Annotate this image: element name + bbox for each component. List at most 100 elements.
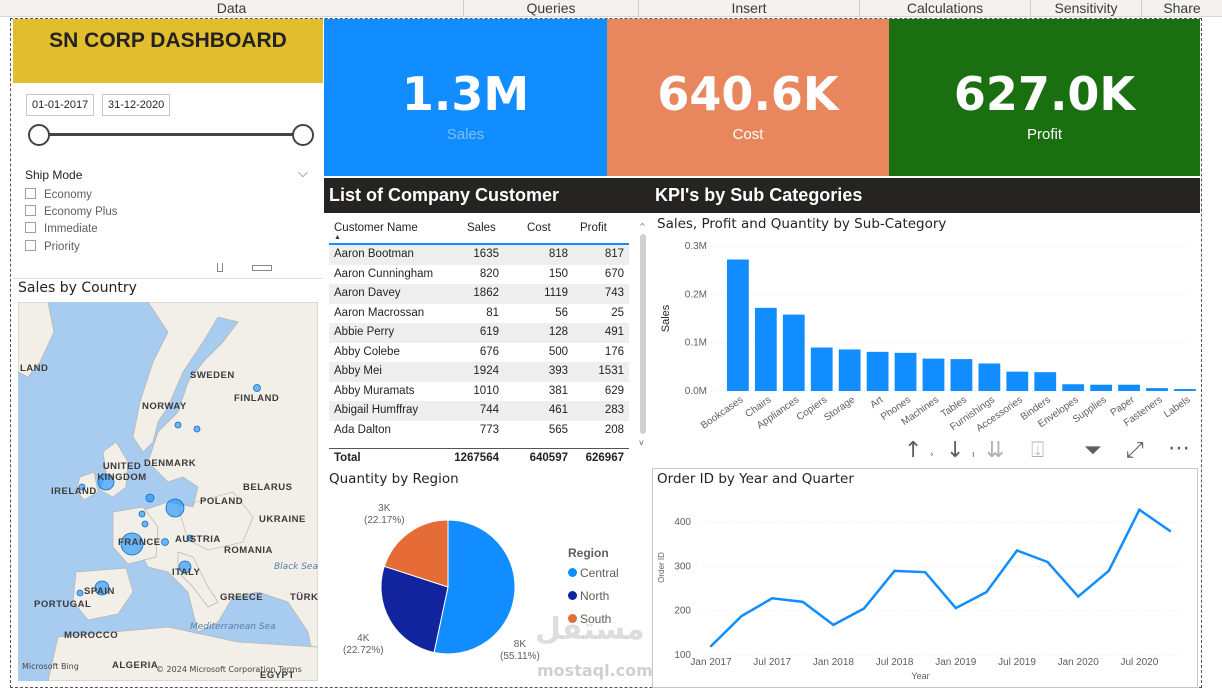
- chevron-down-icon[interactable]: ⌵: [298, 166, 308, 181]
- scroll-down-icon[interactable]: v: [639, 438, 644, 447]
- table-row[interactable]: Abby Muramats 1010 381 629: [329, 382, 629, 402]
- bar[interactable]: [1118, 384, 1140, 391]
- bar[interactable]: [894, 352, 917, 391]
- bar[interactable]: [1034, 372, 1057, 391]
- expand-hierarchy-icon[interactable]: ⍗: [1031, 438, 1045, 463]
- bar-chart[interactable]: 0.0M0.1M0.2M0.3MSalesBookcasesChairsAppl…: [651, 234, 1199, 440]
- ship-mode-option-priority[interactable]: Priority: [25, 240, 80, 253]
- table-row[interactable]: Ada Dalton 773 565 208: [329, 421, 629, 441]
- date-start-input[interactable]: 01-01-2017: [26, 94, 95, 116]
- drill-down-icon[interactable]: ↓: [946, 438, 965, 463]
- ship-mode-option-economy[interactable]: Economy: [25, 188, 92, 201]
- line-series[interactable]: [710, 507, 1171, 648]
- pie-chart[interactable]: [370, 510, 530, 660]
- more-options-icon[interactable]: ⋯: [1168, 436, 1190, 461]
- line-point[interactable]: [801, 600, 804, 604]
- line-point[interactable]: [1015, 549, 1019, 552]
- column-header-customer-name[interactable]: Customer Name: [334, 222, 418, 234]
- scrollbar-thumb[interactable]: [640, 234, 646, 434]
- table-row[interactable]: Abby Mei 1924 393 1531: [329, 362, 629, 382]
- column-header-sales[interactable]: Sales: [467, 222, 496, 234]
- bar[interactable]: [727, 259, 749, 391]
- scroll-up-icon[interactable]: ^: [639, 222, 646, 231]
- line-point[interactable]: [954, 606, 957, 610]
- date-slider-end-handle[interactable]: [292, 124, 314, 146]
- line-point[interactable]: [1107, 569, 1110, 573]
- line-chart[interactable]: 100 200 300 400 Order ID Jan 2017 Jul 2017 Jan …: [653, 490, 1197, 686]
- table-header: Customer Name ▲ Sales Cost Profit: [329, 219, 629, 245]
- drill-up-icon[interactable]: ↑: [904, 438, 923, 463]
- bar[interactable]: [978, 363, 1001, 391]
- table-row[interactable]: Abigail Humffray 744 461 283: [329, 401, 629, 421]
- resize-handle-icon[interactable]: [217, 263, 223, 272]
- line-point[interactable]: [1138, 508, 1141, 511]
- checkbox-icon[interactable]: [25, 222, 36, 233]
- bar[interactable]: [782, 314, 805, 391]
- map-copyright: © 2024 Microsoft Corporation Terms: [156, 665, 302, 674]
- pie-legend-item-south[interactable]: South: [568, 612, 611, 626]
- map-label: UKRAINE: [259, 514, 306, 525]
- bar[interactable]: [754, 307, 777, 391]
- table-row[interactable]: Aaron Cunningham 820 150 670: [329, 265, 629, 285]
- bar[interactable]: [1146, 388, 1168, 391]
- bar[interactable]: [1174, 389, 1196, 391]
- pie-legend-item-central[interactable]: Central: [568, 566, 619, 580]
- bar[interactable]: [1062, 384, 1085, 391]
- line-point[interactable]: [1168, 529, 1172, 533]
- bar[interactable]: [810, 347, 833, 392]
- expand-all-down-icon[interactable]: ⇊: [986, 438, 1005, 463]
- line-point[interactable]: [985, 590, 988, 594]
- filter-icon[interactable]: ⏷: [1084, 438, 1102, 463]
- bar[interactable]: [950, 359, 973, 391]
- column-header-cost[interactable]: Cost: [527, 222, 551, 234]
- sort-ascending-icon: ▲: [334, 234, 341, 241]
- column-header-profit[interactable]: Profit: [580, 222, 607, 234]
- customer-table[interactable]: Customer Name ▲ Sales Cost Profit Aaron …: [329, 219, 629, 470]
- ribbon-tab-sensitivity[interactable]: Sensitivity: [1031, 0, 1142, 17]
- ribbon-tab-queries[interactable]: Queries: [464, 0, 639, 17]
- sales-by-country-map[interactable]: LAND SWEDEN FINLAND NORWAY UNITED KINGDO…: [18, 302, 318, 681]
- bar[interactable]: [1090, 384, 1113, 391]
- line-point[interactable]: [893, 569, 896, 573]
- checkbox-icon[interactable]: [25, 205, 36, 216]
- line-point[interactable]: [1077, 595, 1080, 598]
- cell-cost: 150: [548, 267, 568, 280]
- date-slider-track[interactable]: [38, 133, 304, 136]
- ribbon-tab-calculations[interactable]: Calculations: [860, 0, 1031, 17]
- table-row[interactable]: Aaron Davey 1862 1119 743: [329, 284, 629, 304]
- table-row[interactable]: Aaron Macrossan 81 56 25: [329, 304, 629, 324]
- line-chart-frame[interactable]: [652, 468, 1198, 688]
- checkbox-icon[interactable]: [25, 240, 36, 251]
- date-slider-start-handle[interactable]: [28, 124, 50, 146]
- pie-slice[interactable]: [433, 519, 516, 655]
- ribbon-tab-insert[interactable]: Insert: [639, 0, 860, 17]
- line-point[interactable]: [924, 570, 927, 574]
- line-point[interactable]: [771, 597, 774, 600]
- bar[interactable]: [866, 351, 889, 391]
- line-point[interactable]: [832, 623, 835, 627]
- pie-legend-item-north[interactable]: North: [568, 589, 609, 603]
- pie-slice[interactable]: [383, 519, 449, 588]
- map-canvas[interactable]: [18, 302, 318, 681]
- resize-handle-icon[interactable]: [252, 265, 272, 271]
- line-point[interactable]: [709, 644, 713, 648]
- ribbon-tab-data[interactable]: Data: [0, 0, 464, 17]
- ship-mode-option-immediate[interactable]: Immediate: [25, 222, 98, 235]
- bar[interactable]: [838, 349, 861, 391]
- line-point[interactable]: [862, 607, 866, 610]
- ribbon-tab-share[interactable]: Share: [1163, 0, 1201, 16]
- checkbox-icon[interactable]: [25, 188, 36, 199]
- ship-mode-option-economy-plus[interactable]: Economy Plus: [25, 205, 118, 218]
- cell-cost: 565: [548, 423, 568, 436]
- line-point[interactable]: [740, 614, 743, 618]
- bar[interactable]: [922, 358, 945, 391]
- table-scrollbar[interactable]: ^ v: [638, 222, 648, 450]
- focus-mode-icon[interactable]: ⤢: [1126, 438, 1144, 463]
- line-point[interactable]: [1046, 560, 1049, 564]
- pie-slice[interactable]: [380, 565, 449, 654]
- table-row[interactable]: Abby Colebe 676 500 176: [329, 343, 629, 363]
- table-row[interactable]: Aaron Bootman 1635 818 817: [329, 245, 629, 265]
- bar[interactable]: [1006, 371, 1029, 391]
- date-end-input[interactable]: 31-12-2020: [102, 94, 171, 116]
- table-row[interactable]: Abbie Perry 619 128 491: [329, 323, 629, 343]
